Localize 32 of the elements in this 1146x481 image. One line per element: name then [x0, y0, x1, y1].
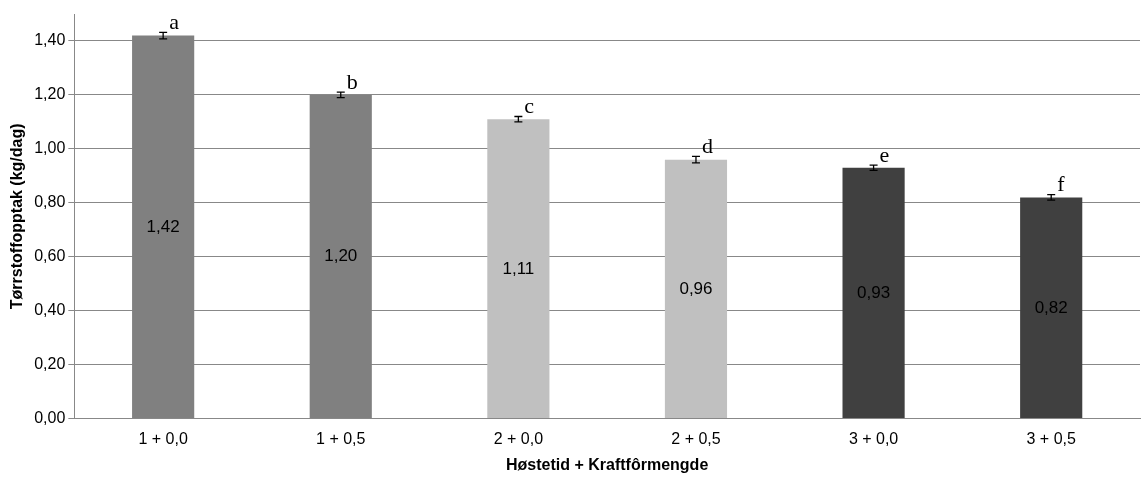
annotation: d — [701, 133, 713, 159]
data-label: 0,96 — [679, 278, 713, 298]
y-axis-title: Tørrstoffopptak (kg/dag) — [8, 123, 26, 310]
bar — [664, 159, 728, 419]
y-tick-label: 1,00 — [34, 139, 66, 157]
x-tick-label: 1 + 0,5 — [316, 429, 366, 447]
y-tick-label: 0,80 — [34, 193, 66, 211]
y-tick-label: 0,60 — [34, 247, 66, 265]
x-tick-label: 3 + 0,5 — [1026, 429, 1076, 447]
x-tick-label: 1 + 0,0 — [138, 429, 188, 447]
bar — [487, 119, 550, 419]
x-tick-label: 3 + 0,0 — [848, 429, 899, 447]
data-label: 1,11 — [502, 258, 535, 278]
data-label: 0,93 — [857, 282, 891, 302]
y-tick-label: 0,00 — [34, 409, 66, 427]
x-tick-label: 2 + 0,0 — [493, 429, 544, 447]
x-axis-title: Høstetid + Kraftfôrmengde — [506, 455, 709, 473]
y-tick-label: 0,20 — [34, 355, 66, 373]
y-tick-label: 1,40 — [34, 31, 66, 49]
bar — [1020, 197, 1083, 419]
annotation: c — [524, 92, 535, 118]
annotation: b — [346, 68, 358, 94]
data-label: 0,82 — [1034, 297, 1068, 317]
annotation: e — [879, 141, 890, 167]
bar — [842, 167, 905, 419]
y-tick-label: 0,40 — [34, 301, 66, 319]
y-tick-label: 1,20 — [34, 85, 66, 103]
annotation: a — [169, 9, 180, 35]
data-label: 1,20 — [324, 246, 358, 266]
data-label: 1,42 — [146, 216, 180, 236]
annotation: f — [1057, 171, 1066, 197]
x-tick-label: 2 + 0,5 — [671, 429, 721, 447]
